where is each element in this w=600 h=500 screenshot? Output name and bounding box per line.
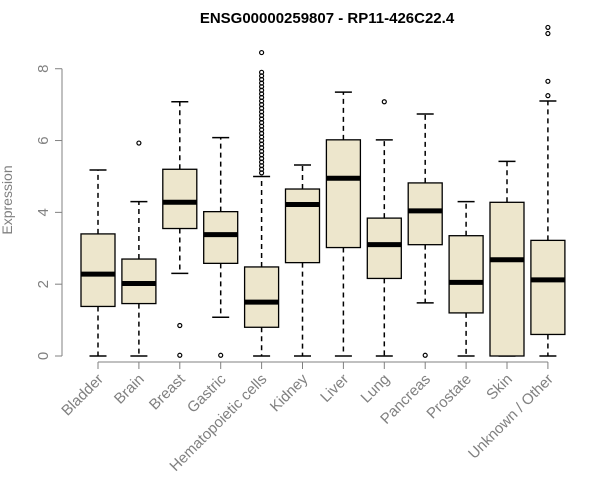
y-tick-label: 4 (35, 208, 52, 216)
outlier-point (381, 99, 387, 105)
outlier-point (218, 352, 224, 358)
outlier-point (545, 30, 551, 37)
y-tick-label: 8 (35, 65, 52, 73)
box-group-lung (366, 99, 402, 357)
y-axis: 0 2 4 6 8 (35, 65, 63, 360)
box-iqr (325, 139, 362, 249)
box-group-breast (162, 101, 198, 358)
x-tick-label: Kidney (267, 370, 312, 415)
y-tick-label: 0 (35, 352, 52, 360)
box-group-pancreas (407, 113, 443, 358)
box-group-bladder (80, 169, 116, 357)
box-group-liver (325, 91, 362, 357)
y-tick-label: 6 (35, 136, 52, 144)
box-iqr (162, 168, 198, 230)
outlier-point (545, 78, 551, 84)
boxes-group (80, 24, 566, 358)
x-tick-label: Liver (317, 371, 352, 406)
box-group-prostate (448, 200, 484, 357)
box-group-gastric (203, 136, 239, 358)
x-tick-label: Brain (111, 371, 148, 408)
outlier-point (259, 49, 265, 56)
box-iqr (448, 235, 484, 314)
outlier-point (136, 140, 142, 146)
box-iqr (203, 210, 239, 265)
y-tick-label: 2 (35, 280, 52, 288)
box-iqr (366, 217, 402, 280)
x-tick-label: Lung (358, 371, 394, 407)
box-group-unknown-other (530, 24, 566, 357)
chart-title: ENSG00000259807 - RP11-426C22.4 (200, 10, 455, 27)
x-tick-label: Skin (483, 371, 516, 404)
box-iqr (284, 188, 321, 264)
outlier-point (177, 352, 183, 358)
outlier-point (545, 93, 551, 99)
x-tick-label: Breast (146, 370, 189, 413)
box-iqr (530, 239, 566, 336)
box-iqr (80, 233, 116, 308)
box-iqr (243, 266, 280, 328)
box-group-brain (121, 140, 157, 357)
outlier-point (177, 322, 183, 329)
box-iqr (489, 201, 525, 357)
box-group-kidney (284, 164, 321, 357)
box-group-skin (489, 160, 525, 357)
outlier-point (259, 69, 265, 75)
y-axis-title: Expression (0, 165, 15, 234)
x-tick-label: Prostate (423, 371, 475, 423)
box-iqr (407, 182, 443, 246)
box-group-hematopoietic-cells (243, 49, 280, 357)
outlier-point (545, 24, 551, 31)
outlier-point (422, 352, 428, 358)
x-tick-label: Bladder (58, 371, 107, 420)
